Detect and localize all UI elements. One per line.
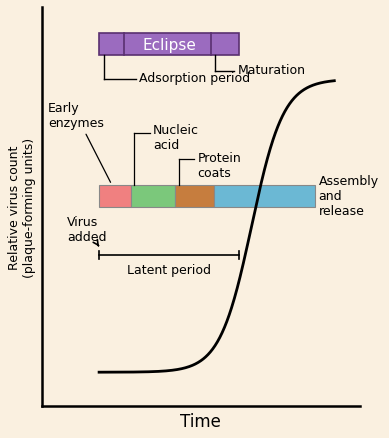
Text: Latent period: Latent period: [127, 263, 211, 276]
Bar: [214, 185, 315, 207]
Bar: [99, 185, 131, 207]
X-axis label: Time: Time: [180, 412, 221, 430]
Text: Eclipse: Eclipse: [142, 38, 196, 53]
Y-axis label: Relative virus count
(plaque-forming units): Relative virus count (plaque-forming uni…: [8, 138, 36, 277]
Text: Assembly
and
release: Assembly and release: [319, 175, 378, 218]
Text: Protein
coats: Protein coats: [198, 152, 242, 180]
Bar: [99, 34, 239, 56]
Bar: [131, 185, 175, 207]
Bar: [175, 185, 214, 207]
Text: Early
enzymes: Early enzymes: [48, 102, 110, 183]
Text: Nucleic
acid: Nucleic acid: [153, 124, 199, 152]
Text: Adsorption period: Adsorption period: [139, 71, 250, 85]
Text: Maturation: Maturation: [237, 64, 305, 77]
Text: Virus
added: Virus added: [67, 215, 107, 246]
